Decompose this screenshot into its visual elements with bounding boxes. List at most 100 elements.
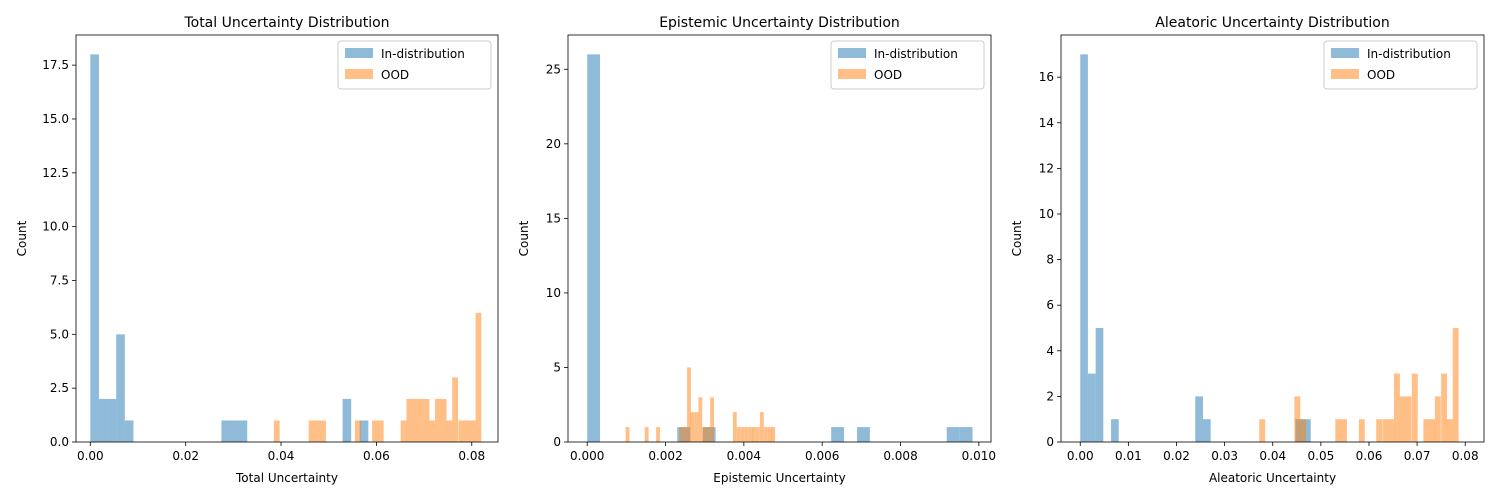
histogram-bar xyxy=(1335,419,1342,442)
histogram-bar xyxy=(759,412,764,442)
histogram-bar xyxy=(458,420,465,442)
y-axis-label: Count xyxy=(1010,220,1024,256)
legend-label: In-distribution xyxy=(1367,47,1451,61)
histogram-bar xyxy=(440,398,447,442)
x-axis-label: Epistemic Uncertainty xyxy=(713,471,845,485)
legend: In-distribution OOD xyxy=(830,40,985,90)
histogram-bar xyxy=(679,427,684,442)
histogram-bar xyxy=(756,427,760,442)
histogram-bar xyxy=(946,427,960,442)
y-tick-label: 25 xyxy=(546,62,561,76)
histogram-bar xyxy=(446,420,453,442)
histogram-bar xyxy=(740,427,745,442)
y-tick-label: 15 xyxy=(546,211,561,225)
histogram-bar xyxy=(1195,396,1203,442)
histogram-bar xyxy=(469,420,476,442)
chart-title: Total Uncertainty Distribution xyxy=(183,15,389,31)
histogram-bar xyxy=(1441,373,1448,442)
y-tick-label: 16 xyxy=(1039,70,1054,84)
plot-frame xyxy=(567,34,992,443)
x-tick-label: 0.08 xyxy=(1452,449,1479,463)
histogram-bar xyxy=(320,420,326,442)
histogram-bar xyxy=(308,420,315,442)
x-tick-label: 0.06 xyxy=(363,449,390,463)
x-tick-label: 0.05 xyxy=(1308,449,1335,463)
histogram-bar xyxy=(406,398,413,442)
histogram-bar xyxy=(1434,396,1441,442)
legend-swatch xyxy=(345,69,373,79)
legend: In-distribution OOD xyxy=(337,40,492,90)
histogram-bar xyxy=(1300,419,1307,442)
chart-panel-3: 0.00 0.01 0.02 0.03 0.04 0.05 0.06 0.07 0.08 0 2 4 6… xyxy=(1010,15,1485,485)
histogram-bar xyxy=(429,420,436,442)
x-tick-label: 0.07 xyxy=(1404,449,1431,463)
histogram-bar xyxy=(1399,396,1406,442)
histogram-bar xyxy=(690,412,695,442)
series-ood xyxy=(273,312,482,442)
legend-swatch xyxy=(838,48,866,58)
histogram-bar xyxy=(1358,419,1365,442)
y-tick-label: 4 xyxy=(1046,344,1054,358)
histogram-bar xyxy=(1341,419,1347,442)
histogram-bar xyxy=(221,420,231,442)
histogram-bar xyxy=(1429,419,1436,442)
histogram-bar xyxy=(1303,419,1311,442)
histogram-bar xyxy=(706,427,711,442)
x-tick-label: 0.04 xyxy=(268,449,295,463)
y-tick-label: 10 xyxy=(1039,207,1054,221)
y-tick-label: 12.5 xyxy=(42,166,69,180)
histogram-bar xyxy=(656,427,660,442)
histogram-bar xyxy=(959,427,973,442)
x-tick-label: 0.00 xyxy=(1067,449,1094,463)
histogram-bar xyxy=(694,412,699,442)
histogram-bar xyxy=(1259,419,1266,442)
x-tick-label: 0.04 xyxy=(1259,449,1286,463)
histogram-bar xyxy=(90,54,99,442)
series-ood xyxy=(625,367,776,442)
x-tick-label: 0.002 xyxy=(648,449,682,463)
histogram-bar xyxy=(857,427,870,442)
histogram-bar xyxy=(1080,54,1088,442)
histogram-bar xyxy=(124,420,134,442)
series-in-distribution xyxy=(90,54,369,442)
y-tick-label: 0 xyxy=(1046,435,1054,449)
histogram-bar xyxy=(1388,419,1395,442)
y-tick-label: 2.5 xyxy=(50,381,69,395)
histogram-bar xyxy=(683,427,687,442)
legend-label: In-distribution xyxy=(381,47,465,61)
histogram-bar xyxy=(736,427,741,442)
x-tick-label: 0.06 xyxy=(1356,449,1383,463)
histogram-bar xyxy=(748,427,753,442)
legend-swatch xyxy=(1331,69,1359,79)
histogram-bar xyxy=(1202,419,1211,442)
histogram-bar xyxy=(831,427,845,442)
legend-swatch xyxy=(838,69,866,79)
histogram-bar xyxy=(412,398,418,442)
histogram-bar xyxy=(644,427,649,442)
histogram-bar xyxy=(702,427,707,442)
histogram-bar xyxy=(423,398,430,442)
chart-title: Epistemic Uncertainty Distribution xyxy=(659,15,900,31)
histogram-bar xyxy=(752,427,756,442)
series-in-distribution xyxy=(1080,54,1311,442)
x-axis-label: Aleatoric Uncertainty xyxy=(1209,471,1336,485)
x-tick-label: 0.02 xyxy=(172,449,199,463)
histogram-bar xyxy=(400,420,407,442)
histogram-bar xyxy=(767,427,772,442)
y-tick-label: 8 xyxy=(1046,253,1054,267)
histogram-bar xyxy=(1423,419,1430,442)
x-tick-label: 0.010 xyxy=(962,449,996,463)
x-axis-label: Total Uncertainty xyxy=(235,471,338,485)
histogram-bar xyxy=(698,397,703,442)
histogram-bar xyxy=(771,427,776,442)
histogram-bar xyxy=(435,398,441,442)
histogram-bar xyxy=(107,398,117,442)
chart-title: Aleatoric Uncertainty Distribution xyxy=(1155,15,1389,31)
y-tick-label: 5.0 xyxy=(50,327,69,341)
legend-box xyxy=(1323,40,1478,90)
histogram-bar xyxy=(687,367,691,442)
histogram-bar xyxy=(354,420,361,442)
histogram-bar xyxy=(359,420,369,442)
histogram-bar xyxy=(98,398,108,442)
histogram-bar xyxy=(587,54,601,442)
